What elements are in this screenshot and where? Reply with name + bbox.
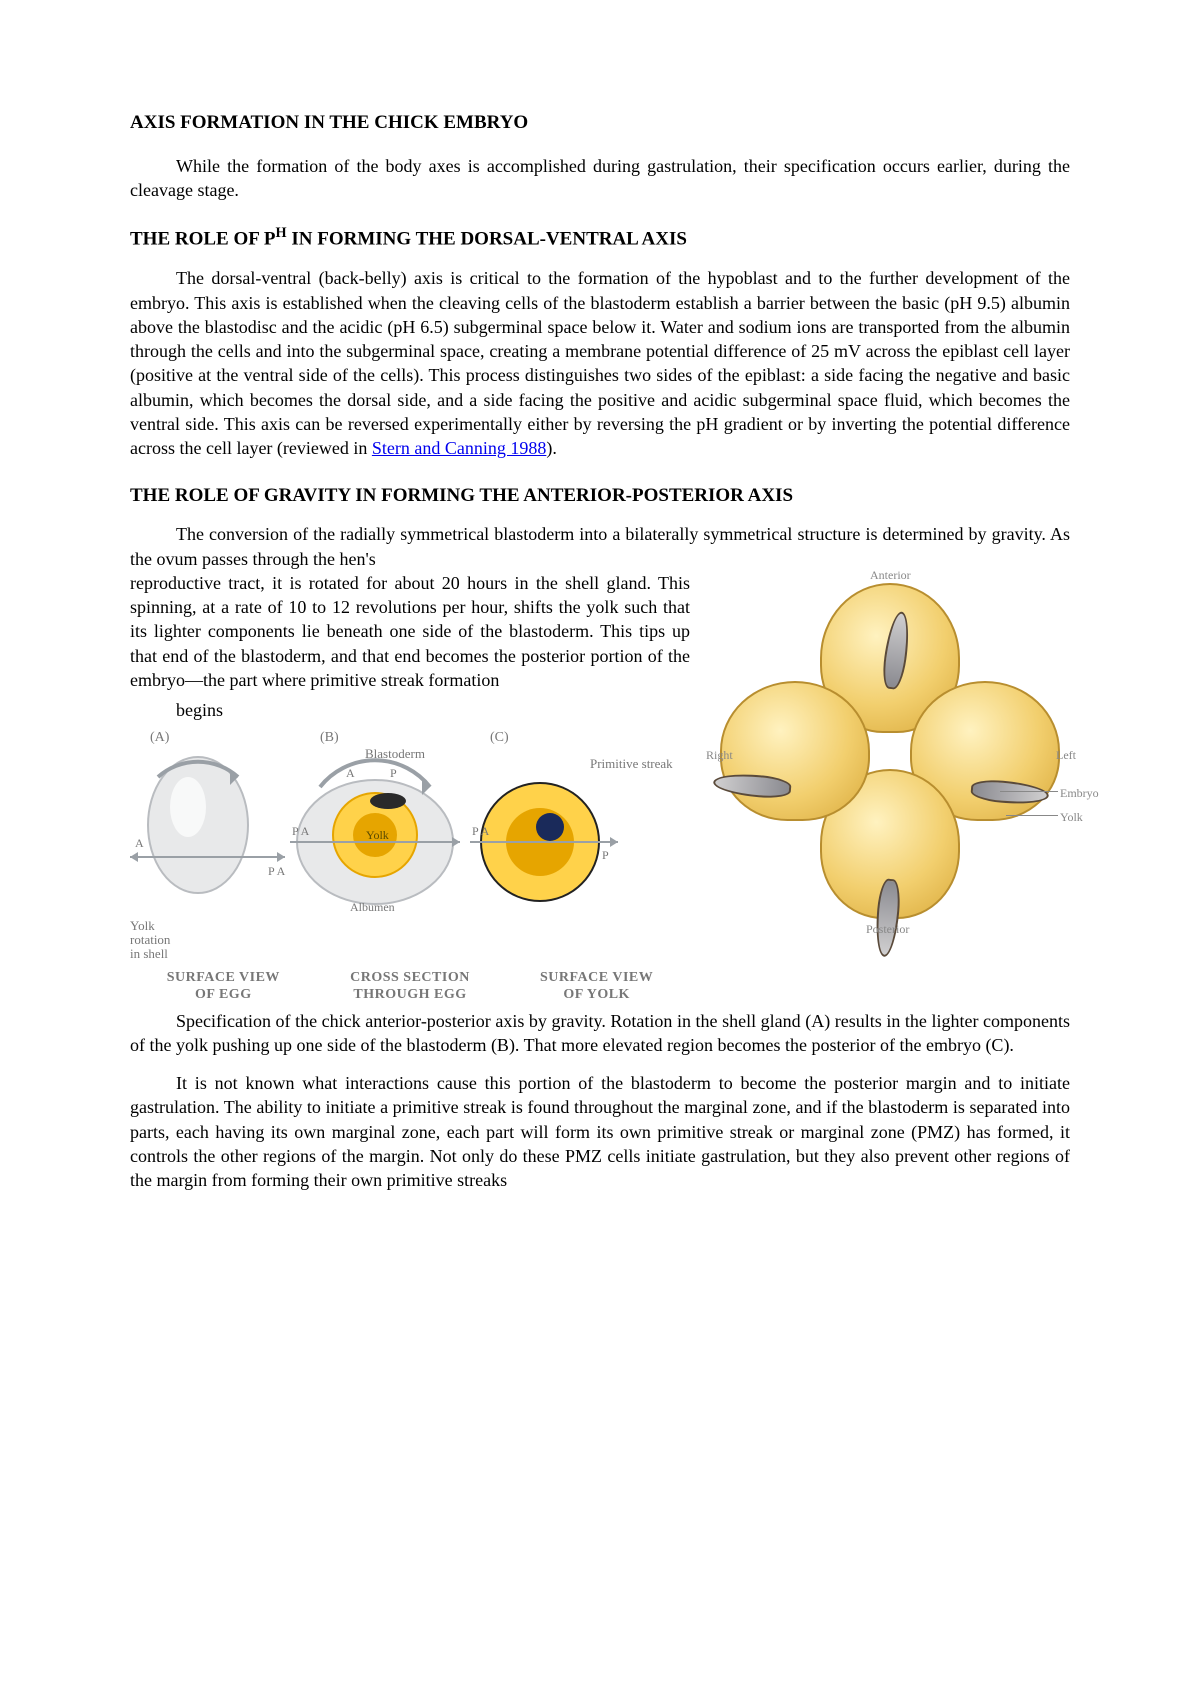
caption-a: SURFACE VIEWOF EGG xyxy=(131,969,316,1004)
blastoderm-label: Blastoderm xyxy=(365,745,425,763)
panel-a-label: (A) xyxy=(150,729,169,748)
citation-link[interactable]: Stern and Canning 1988 xyxy=(372,438,546,458)
panel-b-svg: Yolk Albumen P A P A xyxy=(290,747,460,947)
ph-paragraph: The dorsal-ventral (back-belly) axis is … xyxy=(130,266,1070,460)
final-paragraph: It is not known what interactions cause … xyxy=(130,1071,1070,1192)
svg-text:A: A xyxy=(135,836,144,850)
heading-ph: THE ROLE OF PH IN FORMING THE DORSAL-VEN… xyxy=(130,224,1070,252)
gravity-paragraph-wrap: reproductive tract, it is rotated for ab… xyxy=(130,571,690,1009)
rotation-word: rotation xyxy=(130,932,170,947)
yolk-label: Yolk xyxy=(1060,809,1083,825)
begins-word: begins xyxy=(130,698,690,722)
heading-ph-prefix: THE ROLE OF P xyxy=(130,229,276,250)
svg-text:P: P xyxy=(602,848,609,862)
svg-text:P A: P A xyxy=(472,824,490,838)
svg-text:P: P xyxy=(390,766,397,780)
ph-para-tail: ). xyxy=(546,438,557,458)
figure-egg-diagram: (A) (B) (C) A P A Yolk rotation in shell xyxy=(130,729,690,1009)
svg-text:P A: P A xyxy=(268,864,286,878)
left-label: Left xyxy=(1056,747,1076,763)
panel-a-svg: A P A xyxy=(130,747,290,947)
gravity-paragraph-lead: The conversion of the radially symmetric… xyxy=(130,522,1070,571)
svg-text:Yolk: Yolk xyxy=(366,828,389,842)
figure-caption-paragraph: Specification of the chick anterior-post… xyxy=(130,1009,1070,1058)
primitive-streak-label: Primitive streak xyxy=(590,757,673,772)
figure-quadrant-diagram: Anterior Posterior Right Left Embryo Yol… xyxy=(710,571,1070,931)
posterior-label: Posterior xyxy=(866,921,909,937)
figure-left-captions: SURFACE VIEWOF EGG CROSS SECTIONTHROUGH … xyxy=(130,965,690,1004)
anterior-label: Anterior xyxy=(870,567,911,583)
yolk-rotation-label: Yolk rotation in shell xyxy=(130,919,170,962)
intro-paragraph: While the formation of the body axes is … xyxy=(130,154,1070,203)
svg-text:Albumen: Albumen xyxy=(350,900,395,914)
heading-ph-suffix: IN FORMING THE DORSAL-VENTRAL AXIS xyxy=(287,229,687,250)
ph-para-body: The dorsal-ventral (back-belly) axis is … xyxy=(130,268,1070,458)
panel-b-label: (B) xyxy=(320,729,339,748)
svg-text:P A: P A xyxy=(292,824,310,838)
gravity-wrap-body: reproductive tract, it is rotated for ab… xyxy=(130,571,690,692)
embryo-label: Embryo xyxy=(1060,785,1099,801)
svg-text:A: A xyxy=(346,766,355,780)
in-shell-word: in shell xyxy=(130,946,168,961)
gravity-wrap-row: reproductive tract, it is rotated for ab… xyxy=(130,571,1070,1009)
heading-gravity: THE ROLE OF GRAVITY IN FORMING THE ANTER… xyxy=(130,483,1070,509)
panel-c-svg: P A P xyxy=(470,747,620,947)
heading-ph-sup: H xyxy=(276,225,287,241)
yolk-word: Yolk xyxy=(130,918,155,933)
panel-c-label: (C) xyxy=(490,729,509,748)
page-title: AXIS FORMATION IN THE CHICK EMBRYO xyxy=(130,110,1070,136)
right-label: Right xyxy=(706,747,733,763)
caption-b: CROSS SECTIONTHROUGH EGG xyxy=(318,969,503,1004)
caption-c: SURFACE VIEWOF YOLK xyxy=(504,969,689,1004)
